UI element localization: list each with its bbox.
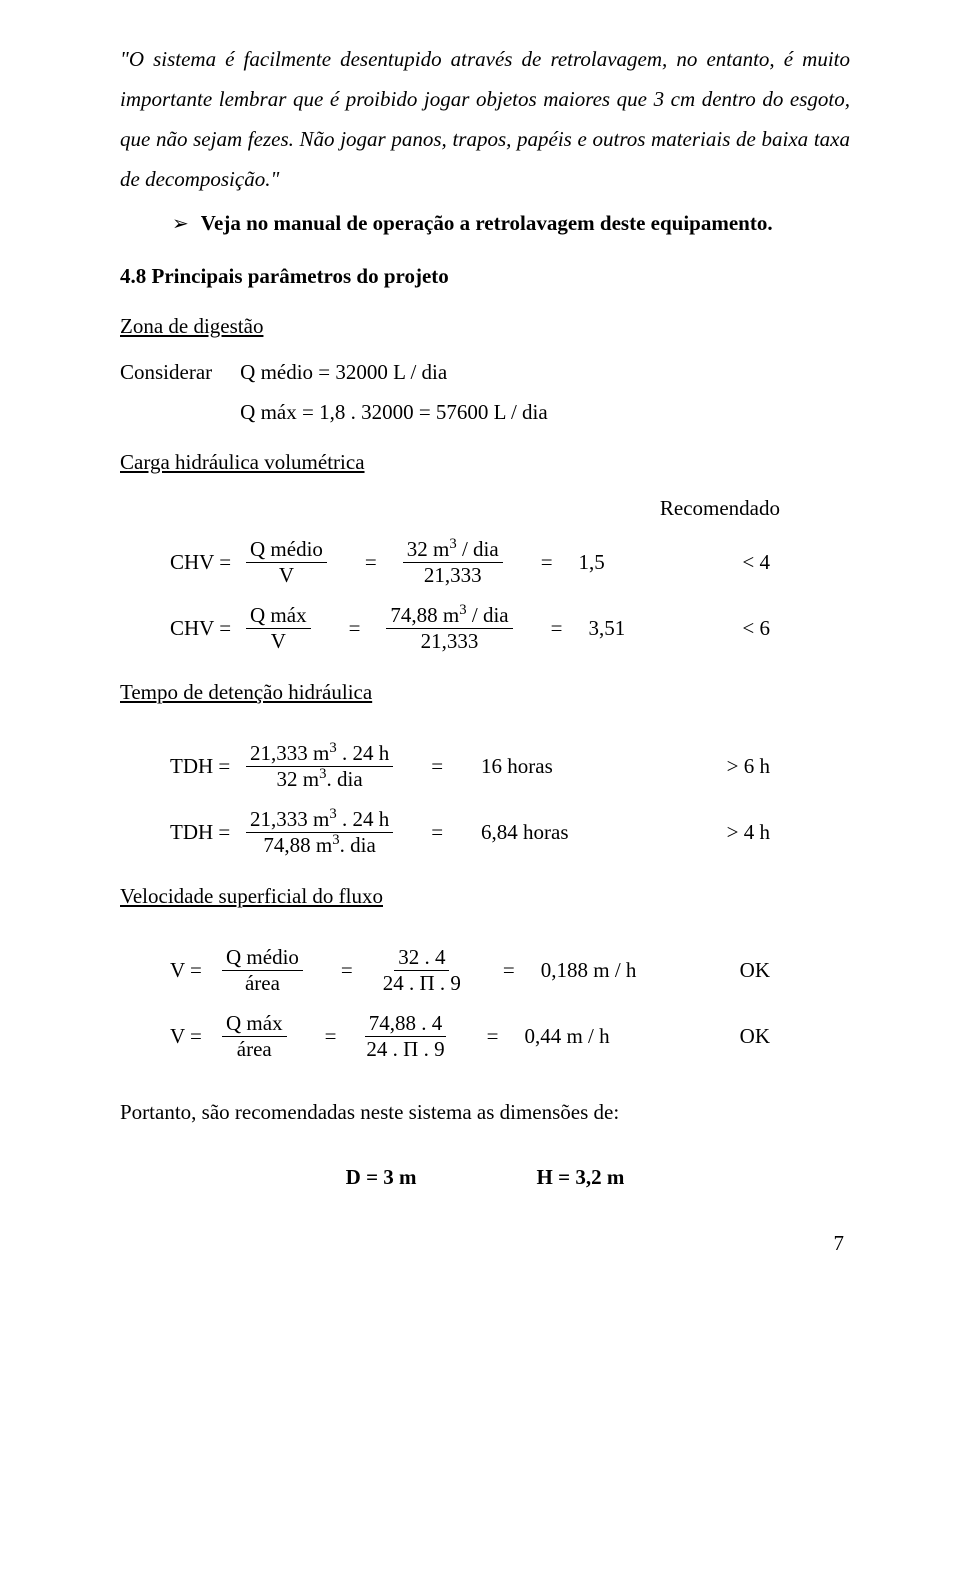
v2-den: área (233, 1037, 276, 1061)
v1-den2: 24 . Π . 9 (379, 971, 465, 995)
recomendado-label: Recomendado (120, 489, 850, 529)
chv2-cmp: < 6 (742, 609, 850, 649)
tdh1-cmp: > 6 h (727, 747, 850, 787)
portanto-line: Portanto, são recomendadas neste sistema… (120, 1093, 850, 1133)
v1-den: área (241, 971, 284, 995)
dim-d: D = 3 m (346, 1158, 417, 1198)
chv2-lhs: CHV = (170, 609, 240, 649)
chv1-frac1: Q médio V (246, 538, 327, 587)
tdh2-den: 74,88 m3. dia (259, 833, 379, 857)
zona-heading: Zona de digestão (120, 307, 850, 347)
chv2-frac2: 74,88 m3 / dia 21,333 (386, 604, 512, 653)
tdh1-lhs: TDH = (170, 747, 240, 787)
v1-eq1: = (341, 951, 353, 991)
tdh2-frac: 21,333 m3 . 24 h 74,88 m3. dia (246, 808, 393, 857)
intro-paragraph: "O sistema é facilmente desentupido atra… (120, 40, 850, 200)
chv2-val: 3,51 (588, 609, 625, 649)
tdh1-val: 16 horas (481, 747, 553, 787)
chv1-den: V (275, 563, 298, 587)
chv1-val: 1,5 (579, 543, 605, 583)
v2-frac2: 74,88 . 4 24 . Π . 9 (362, 1012, 448, 1061)
chv1-eq1: = (365, 543, 377, 583)
tdh2-cmp: > 4 h (727, 813, 850, 853)
tdh1-eq: = (431, 747, 443, 787)
tdh-row-1: TDH = 21,333 m3 . 24 h 32 m3. dia = 16 h… (170, 741, 850, 793)
v-row-2: V = Q máx área = 74,88 . 4 24 . Π . 9 = … (170, 1011, 850, 1063)
v2-num2: 74,88 . 4 (365, 1012, 447, 1037)
v2-num: Q máx (222, 1012, 287, 1037)
page-number: 7 (120, 1224, 850, 1264)
carga-heading: Carga hidráulica volumétrica (120, 443, 850, 483)
chv1-num2: 32 m3 / dia (403, 538, 503, 563)
chv1-cmp: < 4 (742, 543, 850, 583)
v2-val: 0,44 m / h (524, 1017, 609, 1057)
q-max-line: Q máx = 1,8 . 32000 = 57600 L / dia (240, 393, 548, 433)
chv2-num2: 74,88 m3 / dia (386, 604, 512, 629)
dim-h: H = 3,2 m (537, 1158, 625, 1198)
chv2-eq2: = (551, 609, 563, 649)
tdh-row-2: TDH = 21,333 m3 . 24 h 74,88 m3. dia = 6… (170, 807, 850, 859)
v2-frac1: Q máx área (222, 1012, 287, 1061)
bullet-line: ➢ Veja no manual de operação a retrolava… (172, 204, 850, 244)
v1-eq2: = (503, 951, 515, 991)
considerar-label: Considerar (120, 353, 212, 433)
bullet-text: Veja no manual de operação a retrolavage… (201, 204, 773, 244)
v1-val: 0,188 m / h (541, 951, 637, 991)
tdh2-num: 21,333 m3 . 24 h (246, 808, 393, 833)
v2-cmp: OK (740, 1017, 850, 1057)
chv1-frac2: 32 m3 / dia 21,333 (403, 538, 503, 587)
chv-row-2: CHV = Q máx V = 74,88 m3 / dia 21,333 = … (170, 603, 850, 655)
v1-lhs: V = (170, 951, 216, 991)
v-row-1: V = Q médio área = 32 . 4 24 . Π . 9 = 0… (170, 945, 850, 997)
dimensions-row: D = 3 m H = 3,2 m (120, 1158, 850, 1198)
chv1-eq2: = (541, 543, 553, 583)
chv2-num: Q máx (246, 604, 311, 629)
arrow-icon: ➢ (172, 205, 189, 243)
velocidade-heading: Velocidade superficial do fluxo (120, 877, 850, 917)
tempo-heading: Tempo de detenção hidráulica (120, 673, 850, 713)
v2-eq2: = (487, 1017, 499, 1057)
chv2-eq1: = (349, 609, 361, 649)
chv2-den: V (267, 629, 290, 653)
tdh2-val: 6,84 horas (481, 813, 569, 853)
q-medio-line: Q médio = 32000 L / dia (240, 353, 548, 393)
chv-row-1: CHV = Q médio V = 32 m3 / dia 21,333 = 1… (170, 537, 850, 589)
v2-den2: 24 . Π . 9 (362, 1037, 448, 1061)
chv1-den2: 21,333 (420, 563, 486, 587)
chv1-num: Q médio (246, 538, 327, 563)
section-title: 4.8 Principais parâmetros do projeto (120, 257, 850, 297)
v1-cmp: OK (740, 951, 850, 991)
tdh1-frac: 21,333 m3 . 24 h 32 m3. dia (246, 742, 393, 791)
v1-frac1: Q médio área (222, 946, 303, 995)
v1-num2: 32 . 4 (394, 946, 449, 971)
tdh1-num: 21,333 m3 . 24 h (246, 742, 393, 767)
v1-num: Q médio (222, 946, 303, 971)
tdh1-den: 32 m3. dia (273, 767, 367, 791)
tdh2-lhs: TDH = (170, 813, 240, 853)
v2-eq1: = (325, 1017, 337, 1057)
considerar-row: Considerar Q médio = 32000 L / dia Q máx… (120, 353, 850, 433)
chv2-den2: 21,333 (417, 629, 483, 653)
tdh2-eq: = (431, 813, 443, 853)
chv2-frac1: Q máx V (246, 604, 311, 653)
chv1-lhs: CHV = (170, 543, 240, 583)
v2-lhs: V = (170, 1017, 216, 1057)
v1-frac2: 32 . 4 24 . Π . 9 (379, 946, 465, 995)
